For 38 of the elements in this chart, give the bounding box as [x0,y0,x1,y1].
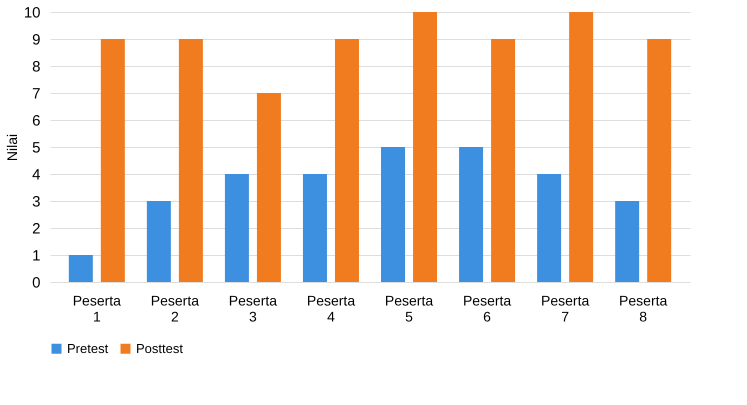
x-tick-label: Peserta 7 [540,292,590,324]
bar [537,174,562,282]
bar [647,39,672,282]
y-tick-label: 1 [32,248,40,264]
bar [615,201,640,282]
legend-label: Posttest [136,340,184,356]
bar [334,39,359,282]
bar [100,39,125,282]
y-tick-label: 4 [32,166,40,184]
y-tick-label: 0 [32,274,40,292]
y-tick-label: 3 [32,194,40,210]
bar [381,147,406,282]
y-tick-label: 2 [32,220,40,238]
x-tick-label: Peserta 6 [462,292,512,324]
y-tick-label: 5 [32,140,40,156]
bar [224,174,249,282]
bar [302,174,327,282]
y-tick-label: 6 [32,112,40,130]
x-tick-label: Peserta 2 [150,292,200,324]
bar [68,255,93,282]
x-tick-label: Peserta 8 [619,292,668,324]
y-tick-label: 7 [32,86,40,102]
bar [413,12,438,282]
x-tick-label: Peserta 3 [228,292,278,324]
bar [459,147,484,282]
bar [146,201,171,282]
x-tick-label: Peserta 1 [72,292,122,324]
bar [569,12,594,282]
bar [256,93,281,282]
y-tick-label: 8 [32,58,40,76]
y-axis-title: Nilai [4,134,20,162]
legend-label: Pretest [67,340,109,356]
bar [491,39,516,282]
y-tick-label: 9 [32,32,40,48]
x-tick-label: Peserta 5 [384,292,434,324]
x-tick-label: Peserta 4 [306,292,356,324]
y-tick-label: 10 [24,4,40,22]
bar [178,39,203,282]
